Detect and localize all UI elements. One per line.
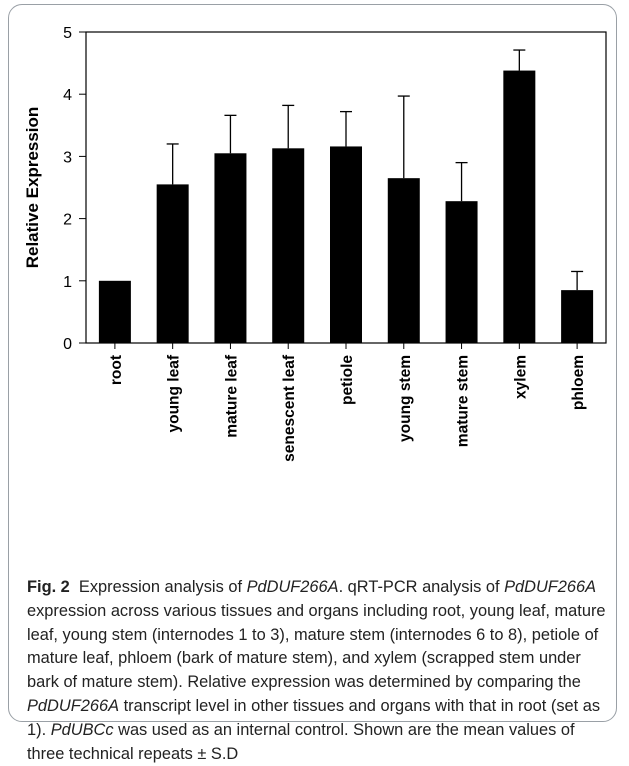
- x-tick-label: xylem: [512, 355, 529, 399]
- bar-mature-leaf: [214, 153, 247, 343]
- figure-label: Fig. 2: [27, 578, 70, 596]
- x-tick-label: young leaf: [166, 354, 183, 432]
- x-tick-label: mature stem: [455, 355, 472, 447]
- bar-young-leaf: [156, 184, 189, 343]
- bar-petiole: [330, 146, 362, 343]
- y-tick-labels: 0 1 2 3 4 5: [63, 25, 72, 353]
- caption-gene-name: PdDUF266A: [504, 578, 597, 596]
- bar-xylem: [503, 70, 536, 344]
- y-tick-label: 4: [63, 87, 72, 104]
- y-tick-label: 5: [63, 25, 72, 42]
- x-tick-label: petiole: [339, 355, 356, 405]
- bar-mature-stem: [445, 201, 478, 343]
- x-tick-labels: root young leaf mature leaf senescent leaf p…: [108, 354, 587, 462]
- x-tick-label: phloem: [570, 355, 587, 410]
- bar-young-stem: [387, 178, 420, 343]
- y-tick-label: 2: [63, 212, 72, 229]
- y-tick-label: 1: [63, 274, 72, 291]
- caption-text-run: . qRT-PCR analysis of: [338, 578, 505, 596]
- caption-gene-name: PdUBCc: [50, 720, 114, 739]
- x-tick-label: root: [108, 355, 125, 385]
- bar-root: [98, 280, 131, 343]
- bar-chart: 0 1 2 3 4 5 root young leaf mature leaf senescen…: [23, 25, 607, 462]
- x-tick-label: mature leaf: [223, 354, 240, 438]
- axes-group: [79, 31, 607, 349]
- bars-group: [98, 70, 594, 344]
- figure-caption: Fig. 2 Expression analysis of PdDUF266A.…: [27, 576, 612, 766]
- y-axis-label: Relative Expression: [23, 107, 42, 269]
- y-tick-label: 3: [63, 149, 72, 166]
- x-tick-label: senescent leaf: [281, 354, 298, 462]
- y-tick-label: 0: [63, 336, 72, 353]
- caption-gene-name: PdDUF266A: [27, 696, 120, 715]
- bar-phloem: [561, 290, 594, 343]
- caption-text: Expression analysis of PdDUF266A. qRT-PC…: [27, 578, 606, 763]
- caption-gene-name: PdDUF266A: [246, 578, 339, 596]
- bar-senescent-leaf: [272, 148, 305, 343]
- plot-area-frame: [85, 31, 607, 344]
- caption-text-run: expression across various tissues and or…: [27, 601, 606, 692]
- x-tick-label: young stem: [397, 355, 414, 442]
- error-bars-group: [166, 49, 584, 291]
- caption-text-run: Expression analysis of: [78, 578, 247, 596]
